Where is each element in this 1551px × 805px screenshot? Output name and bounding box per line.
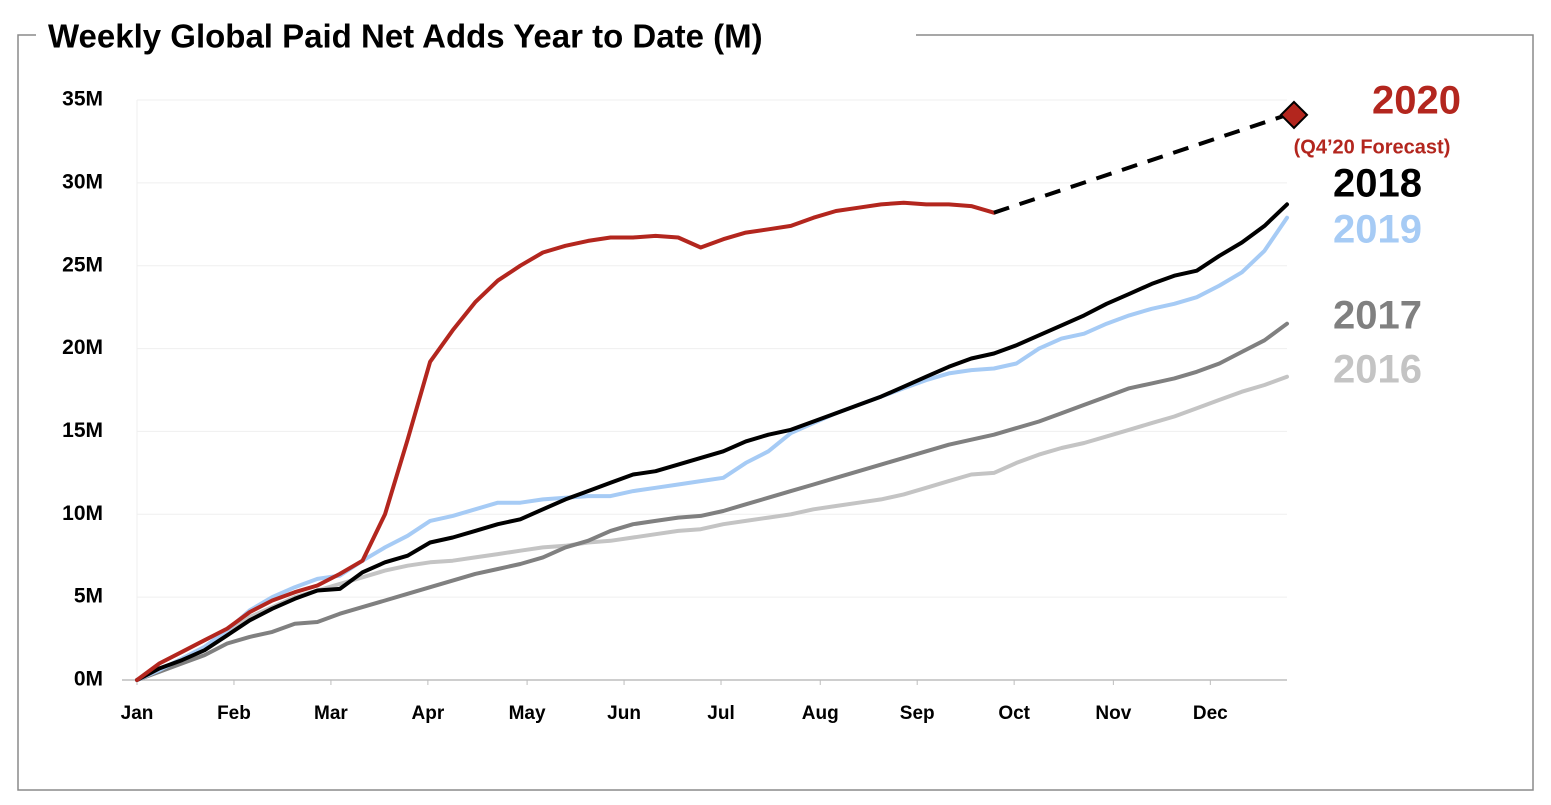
series-line [135, 202, 1289, 682]
legend-label: 2020 [1372, 79, 1461, 123]
y-tick-label: 20M [62, 336, 103, 359]
x-tick-label: Apr [412, 703, 445, 724]
chart-title: Weekly Global Paid Net Adds Year to Date… [48, 18, 763, 55]
series-line [135, 374, 1289, 682]
y-tick-label: 25M [62, 253, 103, 276]
legend-label: (Q4’20 Forecast) [1294, 136, 1451, 158]
y-tick-label: 0M [74, 668, 103, 691]
forecast-marker [1279, 100, 1309, 130]
x-tick-label: Nov [1095, 703, 1131, 724]
x-tick-label: Jul [707, 703, 734, 724]
y-tick-label: 15M [62, 419, 103, 442]
x-tick-label: Feb [217, 703, 251, 724]
y-tick-label: 35M [62, 88, 103, 111]
x-tick-label: Sep [900, 703, 935, 724]
x-tick-label: Jan [121, 703, 154, 724]
series-line [135, 200, 996, 682]
y-tick-label: 30M [62, 170, 103, 193]
legend-label: 2016 [1333, 348, 1422, 392]
series-line [135, 321, 1289, 682]
y-tick-label: 10M [62, 502, 103, 525]
legend-label: 2017 [1333, 294, 1422, 338]
x-tick-label: May [509, 703, 546, 724]
x-tick-label: Dec [1193, 703, 1228, 724]
x-tick-label: Jun [607, 703, 641, 724]
x-tick-label: Aug [802, 703, 839, 724]
legend-label: 2018 [1333, 162, 1422, 206]
series-line [135, 215, 1289, 682]
series-line [993, 113, 1288, 215]
legend-label: 2019 [1333, 208, 1422, 252]
y-tick-label: 5M [74, 585, 103, 608]
x-tick-label: Oct [998, 703, 1030, 724]
x-tick-label: Mar [314, 703, 348, 724]
title-background [36, 12, 916, 62]
